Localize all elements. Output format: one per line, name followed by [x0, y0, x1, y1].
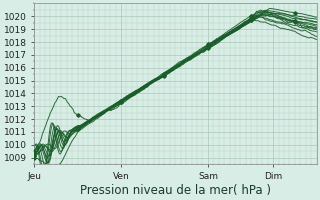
- X-axis label: Pression niveau de la mer( hPa ): Pression niveau de la mer( hPa ): [80, 184, 271, 197]
